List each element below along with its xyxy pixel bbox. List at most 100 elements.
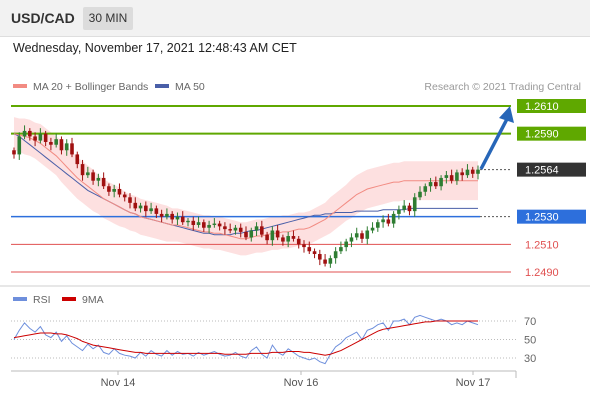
candle-body — [402, 205, 406, 210]
candle-body — [460, 172, 464, 176]
candle-body — [33, 136, 37, 141]
candle-body — [307, 247, 312, 252]
candle-body — [28, 130, 32, 137]
level-box-1.2590 — [517, 126, 586, 141]
candle-body — [465, 169, 470, 176]
candle-body — [49, 141, 53, 145]
candle-body — [281, 237, 285, 242]
candle-body — [439, 177, 443, 187]
candle-body — [228, 229, 232, 231]
candle-body — [96, 177, 101, 181]
candle-body — [449, 175, 454, 181]
candle-body — [59, 139, 64, 151]
candle-body — [249, 230, 254, 238]
candle-body — [38, 133, 43, 141]
legend-ma20-swatch — [13, 84, 27, 88]
legend-9ma: 9MA — [82, 294, 104, 306]
rsi-line — [13, 314, 479, 365]
candle-body — [397, 209, 401, 214]
datetime-label: Wednesday, November 17, 2021 12:48:43 AM… — [13, 41, 297, 55]
credit-label: Research © 2021 Trading Central — [424, 81, 581, 93]
candle-body — [165, 213, 169, 217]
price-panel: 1.2610 1.2590 1.2564 1.2530 1.2510 1.2490 — [11, 99, 586, 279]
candle-body — [328, 258, 333, 264]
candle-body — [117, 189, 122, 195]
level-box-1.2564 — [517, 162, 586, 177]
candle-body — [444, 175, 449, 178]
candle-body — [22, 130, 27, 137]
legend-9ma-swatch — [62, 297, 76, 301]
candle-body — [476, 169, 480, 174]
candle-body — [296, 238, 301, 245]
candle-body — [80, 164, 85, 176]
candle-body — [43, 133, 48, 142]
candle-body — [122, 194, 127, 198]
candle-body — [138, 205, 143, 209]
candle-body — [333, 251, 338, 259]
candle-body — [391, 213, 396, 224]
candle-body — [302, 244, 306, 248]
candle-body — [360, 233, 364, 239]
symbol-label: USD/CAD — [11, 10, 75, 26]
x-label-nov-14: Nov 14 — [101, 377, 136, 389]
candle-body — [196, 222, 201, 225]
candle-body — [101, 177, 106, 187]
candle-body — [270, 230, 275, 241]
candle-body — [144, 205, 148, 212]
candle-body — [223, 226, 227, 230]
candle-body — [254, 226, 259, 231]
candle-body — [191, 220, 196, 225]
level-label-1.2590: 1.2590 — [525, 129, 559, 141]
candle-body — [180, 216, 185, 223]
candle-body — [154, 208, 159, 214]
candle-body — [207, 224, 211, 228]
legend-ma50: MA 50 — [175, 81, 205, 93]
candle-body — [70, 143, 74, 155]
candle-body — [217, 223, 222, 227]
level-label-1.2510: 1.2510 — [525, 239, 559, 251]
trend-arrow-line — [479, 118, 509, 170]
candle-body — [233, 227, 238, 231]
level-label-1.2530: 1.2530 — [525, 212, 559, 224]
legend-bollinger: MA 20 + Bollinger Bands — [33, 81, 148, 93]
candle-body — [186, 220, 190, 223]
candle-body — [12, 150, 16, 155]
candle-body — [286, 236, 290, 242]
candle-body — [175, 216, 180, 220]
candle-body — [407, 205, 412, 212]
candle-body — [470, 169, 475, 174]
candle-body — [349, 237, 354, 242]
candle-body — [318, 254, 322, 260]
candle-body — [354, 233, 359, 238]
trend-arrow-head — [499, 106, 514, 123]
legend-rsi: RSI — [33, 294, 51, 306]
candle-body — [365, 230, 370, 239]
candle-body — [170, 213, 174, 220]
timeframe-button[interactable]: 30 MIN — [83, 7, 133, 30]
candle-body — [64, 143, 69, 151]
rsi-ma-line — [13, 320, 478, 356]
candle-body — [265, 234, 269, 241]
candle-body — [455, 172, 459, 181]
candle-body — [133, 202, 138, 209]
candle-body — [149, 208, 153, 212]
x-label-nov-17: Nov 17 — [456, 377, 491, 389]
level-label-1.2610: 1.2610 — [525, 101, 559, 113]
rsi-tick-50: 50 — [524, 335, 536, 347]
candle-body — [386, 219, 391, 224]
candle-body — [17, 136, 22, 155]
x-label-nov-16: Nov 16 — [284, 377, 319, 389]
candle-body — [339, 247, 343, 252]
candle-body — [91, 172, 95, 181]
level-label-1.2564: 1.2564 — [525, 165, 559, 177]
legend-ma50-swatch — [155, 84, 169, 88]
candle-body — [86, 172, 90, 176]
candle-body — [418, 191, 422, 198]
candle-body — [376, 222, 380, 228]
rsi-tick-30: 30 — [524, 353, 536, 365]
candle-body — [312, 251, 317, 255]
candle-body — [107, 186, 111, 192]
candle-body — [428, 182, 433, 187]
bollinger-band — [14, 117, 478, 256]
candle-body — [54, 139, 58, 145]
